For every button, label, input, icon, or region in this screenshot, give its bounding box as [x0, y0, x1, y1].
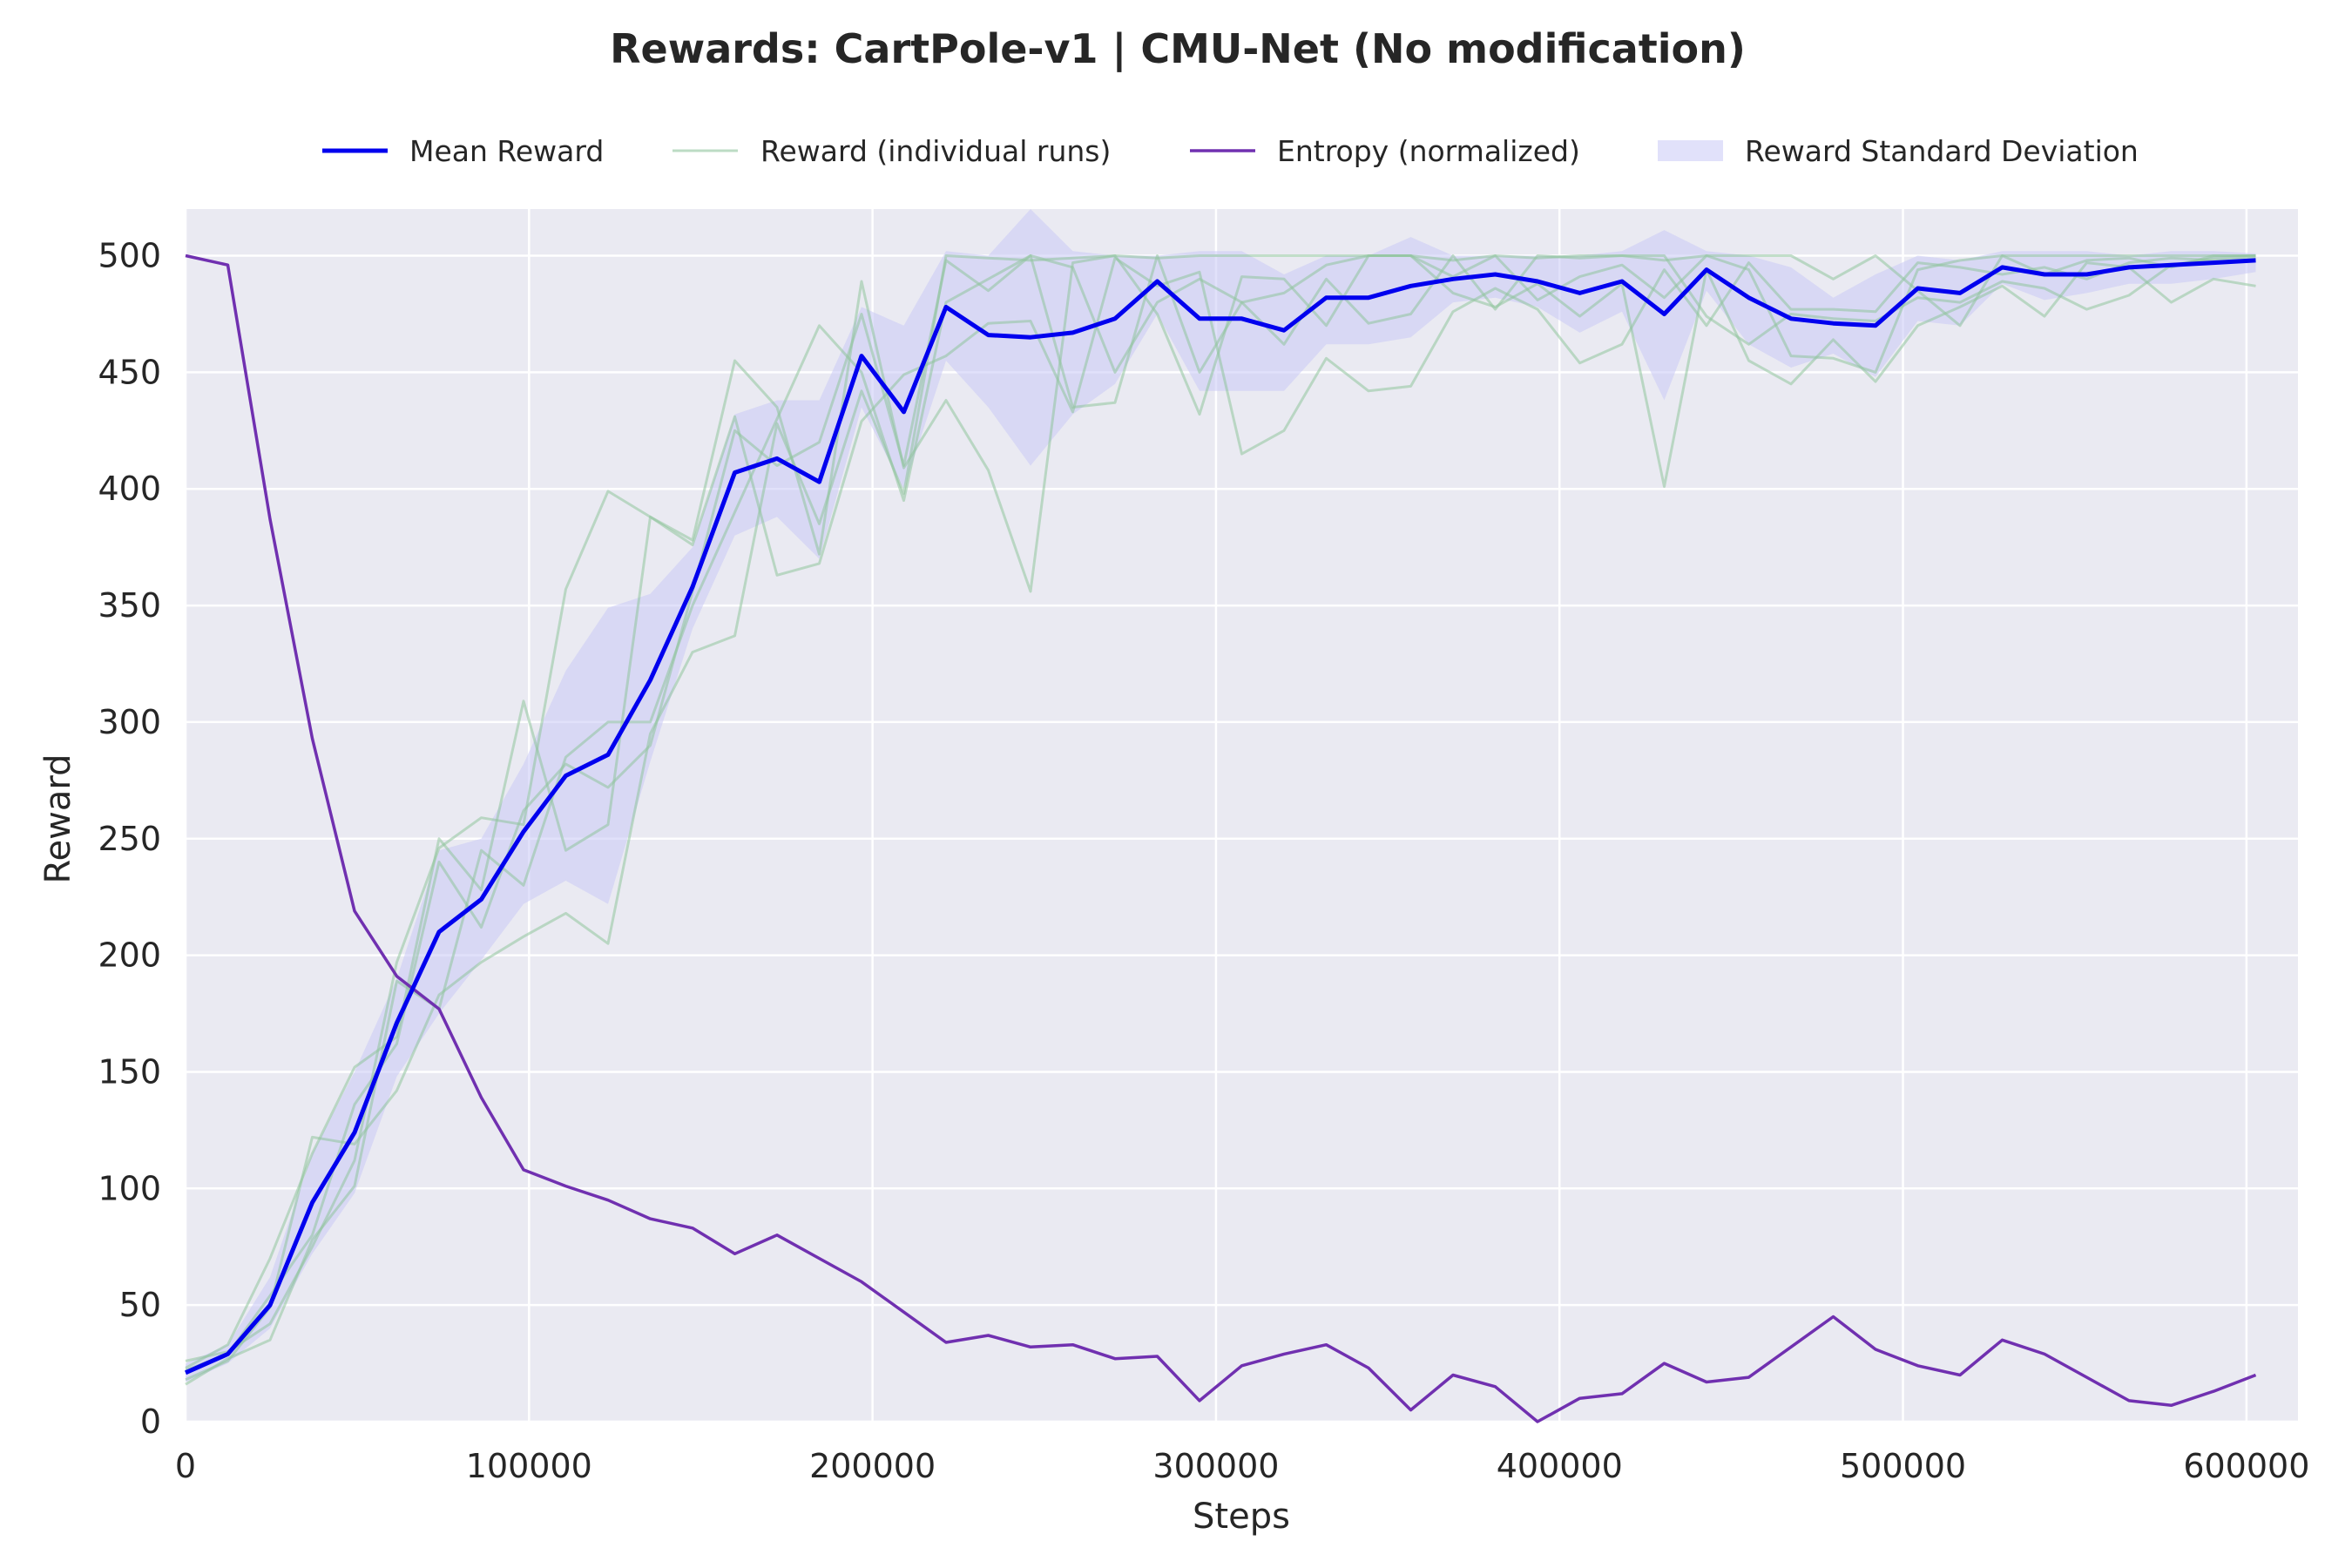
y-axis-label: Reward [38, 754, 78, 884]
y-tick-label: 200 [98, 936, 161, 975]
x-tick-label: 200000 [809, 1447, 936, 1485]
y-tick-label: 0 [140, 1402, 161, 1441]
y-axis-ticks: 0 50 100 150 200 250 300 350 400 450 500 [98, 237, 161, 1441]
legend-swatch-std-deviation [1658, 140, 1723, 161]
x-tick-label: 600000 [2183, 1447, 2309, 1485]
y-tick-label: 100 [98, 1169, 161, 1207]
mean-reward-line [184, 258, 2256, 1375]
y-tick-label: 400 [98, 470, 161, 508]
x-tick-label: 300000 [1152, 1447, 1279, 1485]
individual-run-line-4 [185, 254, 2256, 1386]
x-axis-ticks: 0 100000 200000 300000 400000 500000 600000 [175, 1447, 2309, 1485]
y-tick-label: 250 [98, 820, 161, 858]
y-tick-label: 300 [98, 703, 161, 741]
legend-label-mean-reward: Mean Reward [409, 134, 604, 168]
individual-run-line-2 [185, 254, 2256, 1369]
y-tick-label: 50 [119, 1286, 161, 1324]
legend-label-individual-runs: Reward (individual runs) [760, 134, 1111, 168]
x-tick-label: 400000 [1497, 1447, 1623, 1485]
mean-reward-series [184, 258, 2256, 1375]
y-tick-label: 500 [98, 237, 161, 275]
entropy-line [185, 253, 2257, 1423]
x-tick-label: 100000 [466, 1447, 592, 1485]
individual-run-line-3 [185, 256, 2256, 1362]
x-tick-label: 500000 [1840, 1447, 1966, 1485]
x-tick-label: 0 [175, 1447, 196, 1485]
chart-title: Rewards: CartPole-v1 | CMU-Net (No modif… [610, 25, 1746, 73]
legend-label-std-deviation: Reward Standard Deviation [1745, 134, 2139, 168]
std-deviation-band [186, 209, 2256, 1382]
std-deviation-area [186, 209, 2256, 1382]
y-tick-label: 350 [98, 586, 161, 625]
y-tick-label: 150 [98, 1052, 161, 1091]
legend-label-entropy: Entropy (normalized) [1277, 134, 1580, 168]
y-tick-label: 450 [98, 353, 161, 391]
x-axis-label: Steps [1193, 1497, 1290, 1537]
individual-run-line-5 [185, 254, 2256, 1372]
entropy-series [185, 253, 2257, 1423]
individual-runs [185, 254, 2256, 1386]
grid-lines [184, 209, 2298, 1423]
legend: Mean Reward Reward (individual runs) Ent… [322, 134, 2139, 168]
